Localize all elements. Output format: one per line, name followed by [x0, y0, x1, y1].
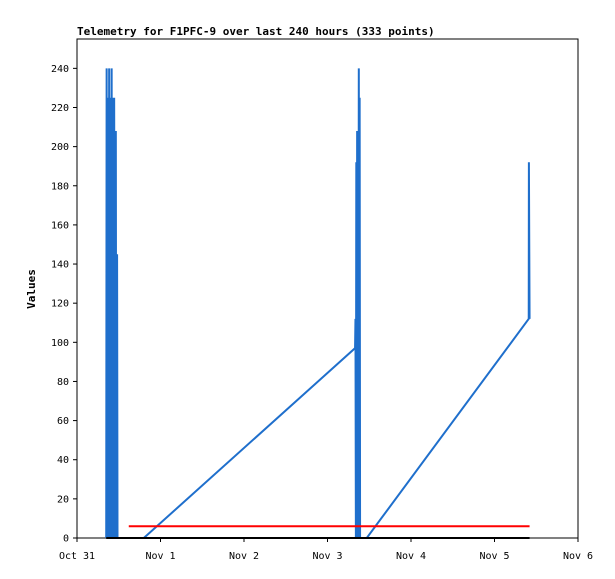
y-tick-label: 220	[51, 103, 69, 114]
y-axis-label: Values	[25, 269, 38, 309]
y-tick-label: 100	[51, 338, 69, 349]
y-tick-label: 120	[51, 299, 69, 310]
y-tick-label: 200	[51, 142, 69, 153]
y-axis: 0 20 40 60 80 100 120 140 160 180 200 220 240	[51, 64, 77, 545]
y-tick-label: 240	[51, 64, 69, 75]
x-tick-label: Nov 4	[396, 551, 426, 562]
x-tick-label: Nov 5	[479, 551, 509, 562]
x-tick-label: Nov 6	[563, 551, 593, 562]
x-tick-label: Nov 3	[312, 551, 342, 562]
x-tick-label: Nov 1	[145, 551, 175, 562]
x-tick-label: Oct 31	[59, 551, 95, 562]
chart-title: Telemetry for F1PFC-9 over last 240 hour…	[77, 25, 435, 38]
y-tick-label: 160	[51, 220, 69, 231]
y-tick-label: 60	[57, 416, 69, 427]
x-tick-label: Nov 2	[229, 551, 259, 562]
x-axis: Oct 31 Nov 1 Nov 2 Nov 3 Nov 4 Nov 5 Nov 6	[59, 538, 593, 562]
plot-area	[76, 38, 579, 539]
y-tick-label: 20	[57, 494, 69, 505]
y-tick-label: 140	[51, 260, 69, 271]
y-tick-label: 40	[57, 455, 69, 466]
y-tick-label: 0	[63, 534, 69, 545]
y-tick-label: 180	[51, 181, 69, 192]
series-layer	[105, 68, 531, 539]
y-tick-label: 80	[57, 377, 69, 388]
